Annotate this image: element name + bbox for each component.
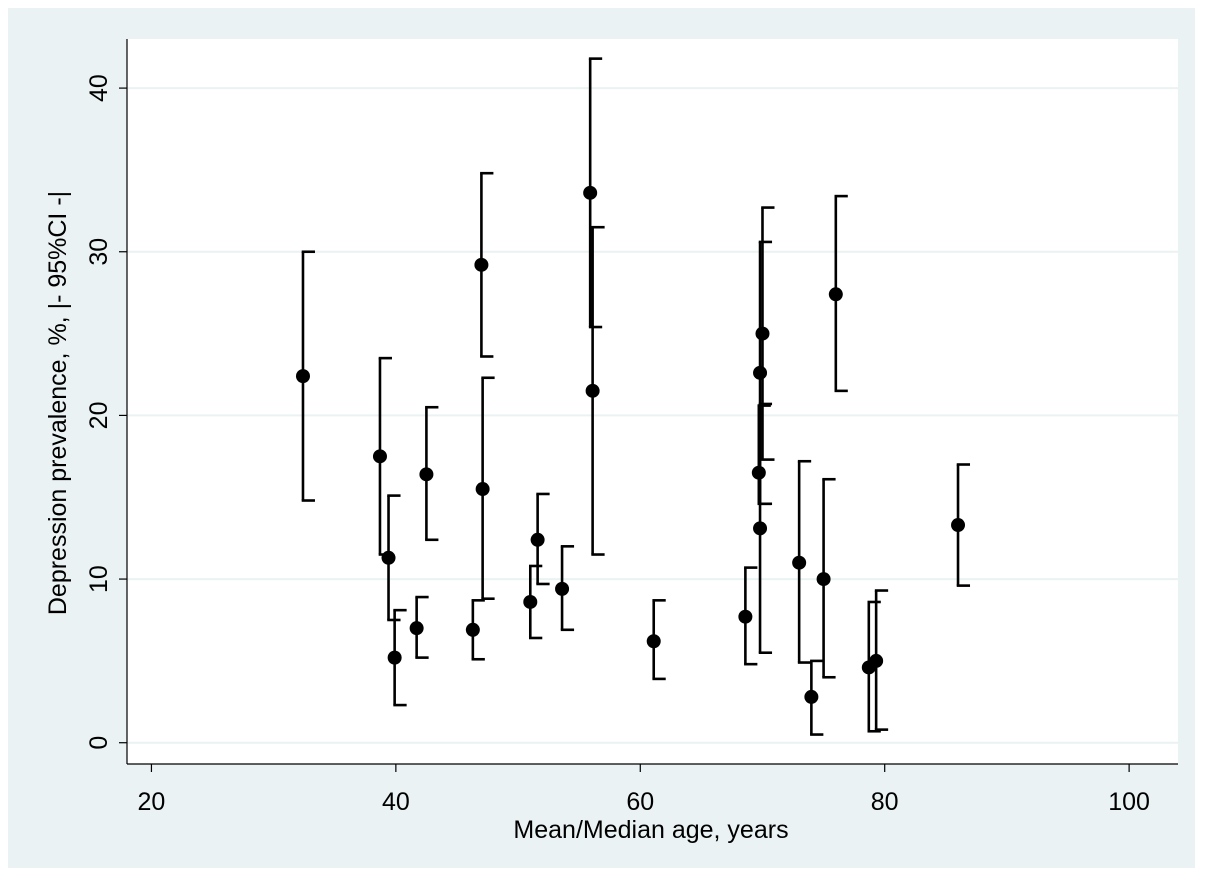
data-point [792, 555, 807, 570]
data-point [555, 581, 570, 596]
x-tick-label: 60 [626, 788, 654, 816]
data-point [465, 622, 480, 637]
data-point [753, 521, 768, 536]
data-point [804, 689, 819, 704]
data-point-group [951, 463, 971, 587]
data-point [475, 482, 490, 497]
x-axis-label: Mean/Median age, years [513, 816, 788, 844]
y-tick-label: 10 [85, 565, 113, 593]
data-point-group [295, 250, 315, 502]
data-point [381, 550, 396, 565]
data-point [585, 383, 600, 398]
x-tick-label: 100 [1108, 788, 1150, 816]
x-tick-label: 20 [138, 788, 166, 816]
data-point-group [585, 225, 605, 556]
data-point [387, 650, 402, 665]
data-point-group [409, 595, 429, 659]
data-point [646, 634, 661, 649]
y-tick-label: 0 [85, 736, 113, 750]
data-point-group [475, 376, 495, 601]
data-point [755, 326, 770, 341]
data-point-group [474, 171, 494, 358]
y-axis: 0 10 20 30 40 [85, 39, 128, 764]
y-axis-label: Depression prevalence, %, |- 95%CI -| [44, 191, 72, 615]
data-point-group [755, 206, 775, 461]
data-point [419, 467, 434, 482]
y-tick-label: 30 [85, 238, 113, 266]
data-point-group [869, 589, 889, 731]
data-point-group [583, 57, 603, 329]
data-point-group [555, 545, 575, 632]
data-point [372, 449, 387, 464]
data-point [295, 369, 310, 384]
data-point [583, 185, 598, 200]
data-point-group [465, 599, 485, 661]
data-point [816, 572, 831, 587]
data-point [474, 257, 489, 272]
data-point-group [816, 477, 836, 679]
data-point [738, 609, 753, 624]
data-point-group [792, 459, 812, 664]
data-marks [295, 57, 971, 736]
data-point-group [419, 405, 439, 542]
data-point-group [523, 564, 543, 640]
data-point-group [828, 194, 848, 393]
data-point [753, 365, 768, 380]
data-point [951, 518, 966, 533]
data-point-group [387, 608, 407, 707]
x-axis: 20 40 60 80 100 [127, 763, 1178, 816]
x-tick-label: 80 [871, 788, 899, 816]
data-point [828, 287, 843, 302]
data-point [523, 594, 538, 609]
data-point-group [530, 492, 550, 586]
data-point-group [753, 402, 773, 655]
y-tick-label: 20 [85, 402, 113, 430]
x-tick-label: 40 [382, 788, 410, 816]
data-point-group [738, 566, 758, 666]
data-point [530, 532, 545, 547]
data-point-group [804, 659, 824, 736]
data-point [869, 653, 884, 668]
y-tick-label: 40 [85, 74, 113, 102]
data-point-group [861, 600, 881, 733]
data-point-group [646, 599, 666, 681]
data-point [409, 621, 424, 636]
